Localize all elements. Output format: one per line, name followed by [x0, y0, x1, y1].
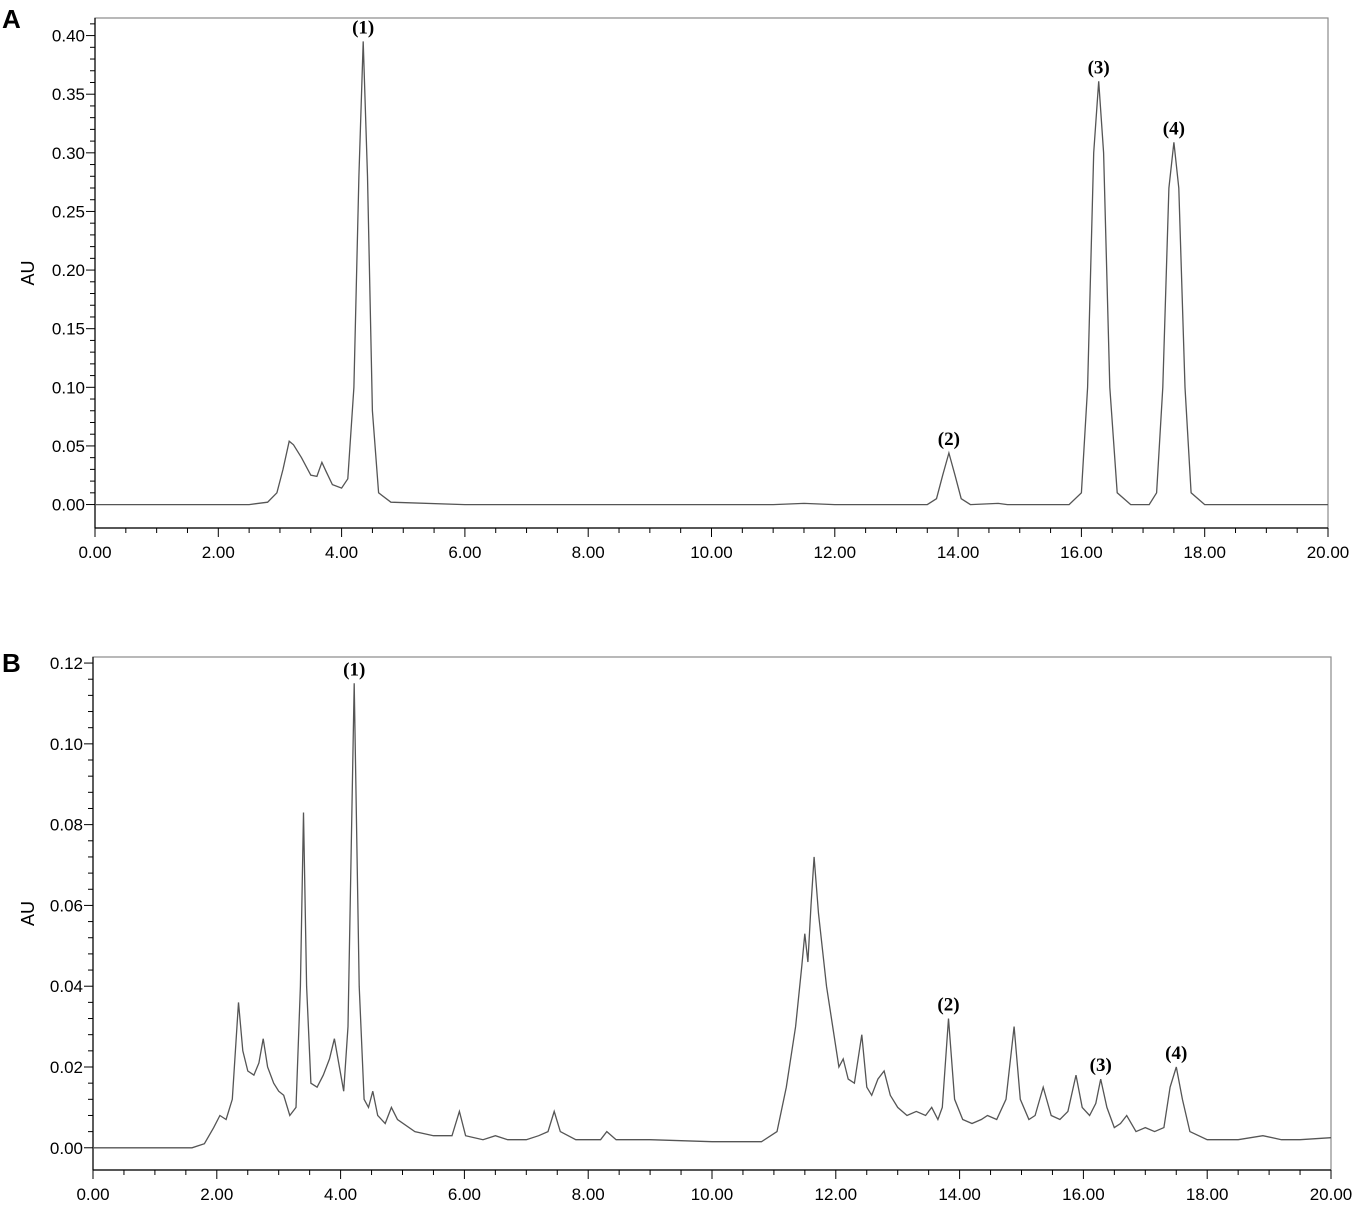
- panel-a-peak-label: (2): [938, 429, 960, 450]
- panel-a-x-tick-label: 16.00: [1060, 543, 1103, 562]
- panel-a-peak-label: (1): [352, 17, 374, 38]
- panel-b-y-tick-label: 0.10: [50, 735, 83, 754]
- panel-b-x-tick-label: 18.00: [1186, 1185, 1229, 1204]
- panel-b-y-tick-label: 0.06: [50, 896, 83, 915]
- panel-a-y-tick-label: 0.20: [52, 261, 85, 280]
- panel-b-x-tick-label: 2.00: [200, 1185, 233, 1204]
- panel-b-y-tick-label: 0.04: [50, 977, 83, 996]
- panel-b-x-tick-label: 4.00: [324, 1185, 357, 1204]
- panel-a-x-tick-label: 10.00: [690, 543, 733, 562]
- panel-a-chromatogram-trace: [95, 41, 1328, 506]
- panel-b-peak-label: (4): [1165, 1043, 1187, 1064]
- panel-a-letter: A: [2, 4, 21, 34]
- panel-a-x-tick-label: 18.00: [1183, 543, 1226, 562]
- panel-a-y-tick-label: 0.05: [52, 437, 85, 456]
- panel-a-x-tick-label: 0.00: [78, 543, 111, 562]
- panel-b-x-tick-label: 10.00: [691, 1185, 734, 1204]
- panel-a-y-tick-label: 0.00: [52, 496, 85, 515]
- panel-a-x-tick-label: 2.00: [202, 543, 235, 562]
- panel-a-y-tick-label: 0.40: [52, 27, 85, 46]
- panel-a-x-tick-label: 6.00: [448, 543, 481, 562]
- panel-b-y-tick-label: 0.02: [50, 1058, 83, 1077]
- panel-a-y-tick-label: 0.15: [52, 320, 85, 339]
- panel-a-y-tick-label: 0.25: [52, 202, 85, 221]
- panel-a-y-tick-label: 0.10: [52, 378, 85, 397]
- panel-b-x-tick-label: 6.00: [448, 1185, 481, 1204]
- panel-a-plot-frame: [94, 17, 1329, 529]
- panel-a-y-tick-label: 0.35: [52, 85, 85, 104]
- panel-b-x-tick-label: 12.00: [815, 1185, 858, 1204]
- panel-b-plot: 0.00 2.00 4.00 6.00 8.00 10.00 12.00 14.00 16.00…: [18, 654, 1352, 1204]
- panel-a-plot: 0.00 2.00 4.00 6.00 8.00 10.00 12.00 14.00 16.00…: [18, 17, 1349, 562]
- panel-a-x-tick-label: 4.00: [325, 543, 358, 562]
- panel-b-x-tick-label: 8.00: [572, 1185, 605, 1204]
- panel-b-x-tick-label: 14.00: [938, 1185, 981, 1204]
- panel-a-x-tick-label: 8.00: [572, 543, 605, 562]
- panel-b-peak-label: (2): [937, 995, 959, 1016]
- panel-b-y-tick-label: 0.08: [50, 816, 83, 835]
- panel-b-letter: B: [2, 648, 21, 678]
- panel-a-peak-label: (3): [1088, 57, 1110, 78]
- panel-a-x-tick-label: 14.00: [937, 543, 980, 562]
- panel-b-y-axis-label: AU: [18, 901, 38, 926]
- panel-b-x-tick-label: 20.00: [1310, 1185, 1353, 1204]
- panel-a-x-tick-label: 12.00: [814, 543, 857, 562]
- panel-b-chromatogram-trace: [93, 683, 1332, 1149]
- panel-a-y-axis-label: AU: [18, 260, 38, 285]
- panel-b-x-tick-label: 16.00: [1062, 1185, 1105, 1204]
- panel-a-x-tick-label: 20.00: [1307, 543, 1350, 562]
- panel-b-peak-label: (1): [343, 659, 365, 680]
- panel-b-y-tick-label: 0.12: [50, 654, 83, 673]
- panel-b-peak-label: (3): [1090, 1055, 1112, 1076]
- panel-b-plot-frame: [92, 656, 1332, 1171]
- panel-a-peak-label: (4): [1163, 118, 1185, 139]
- panel-a-y-tick-label: 0.30: [52, 144, 85, 163]
- panel-b-y-tick-label: 0.00: [50, 1139, 83, 1158]
- panel-b-x-tick-label: 0.00: [76, 1185, 109, 1204]
